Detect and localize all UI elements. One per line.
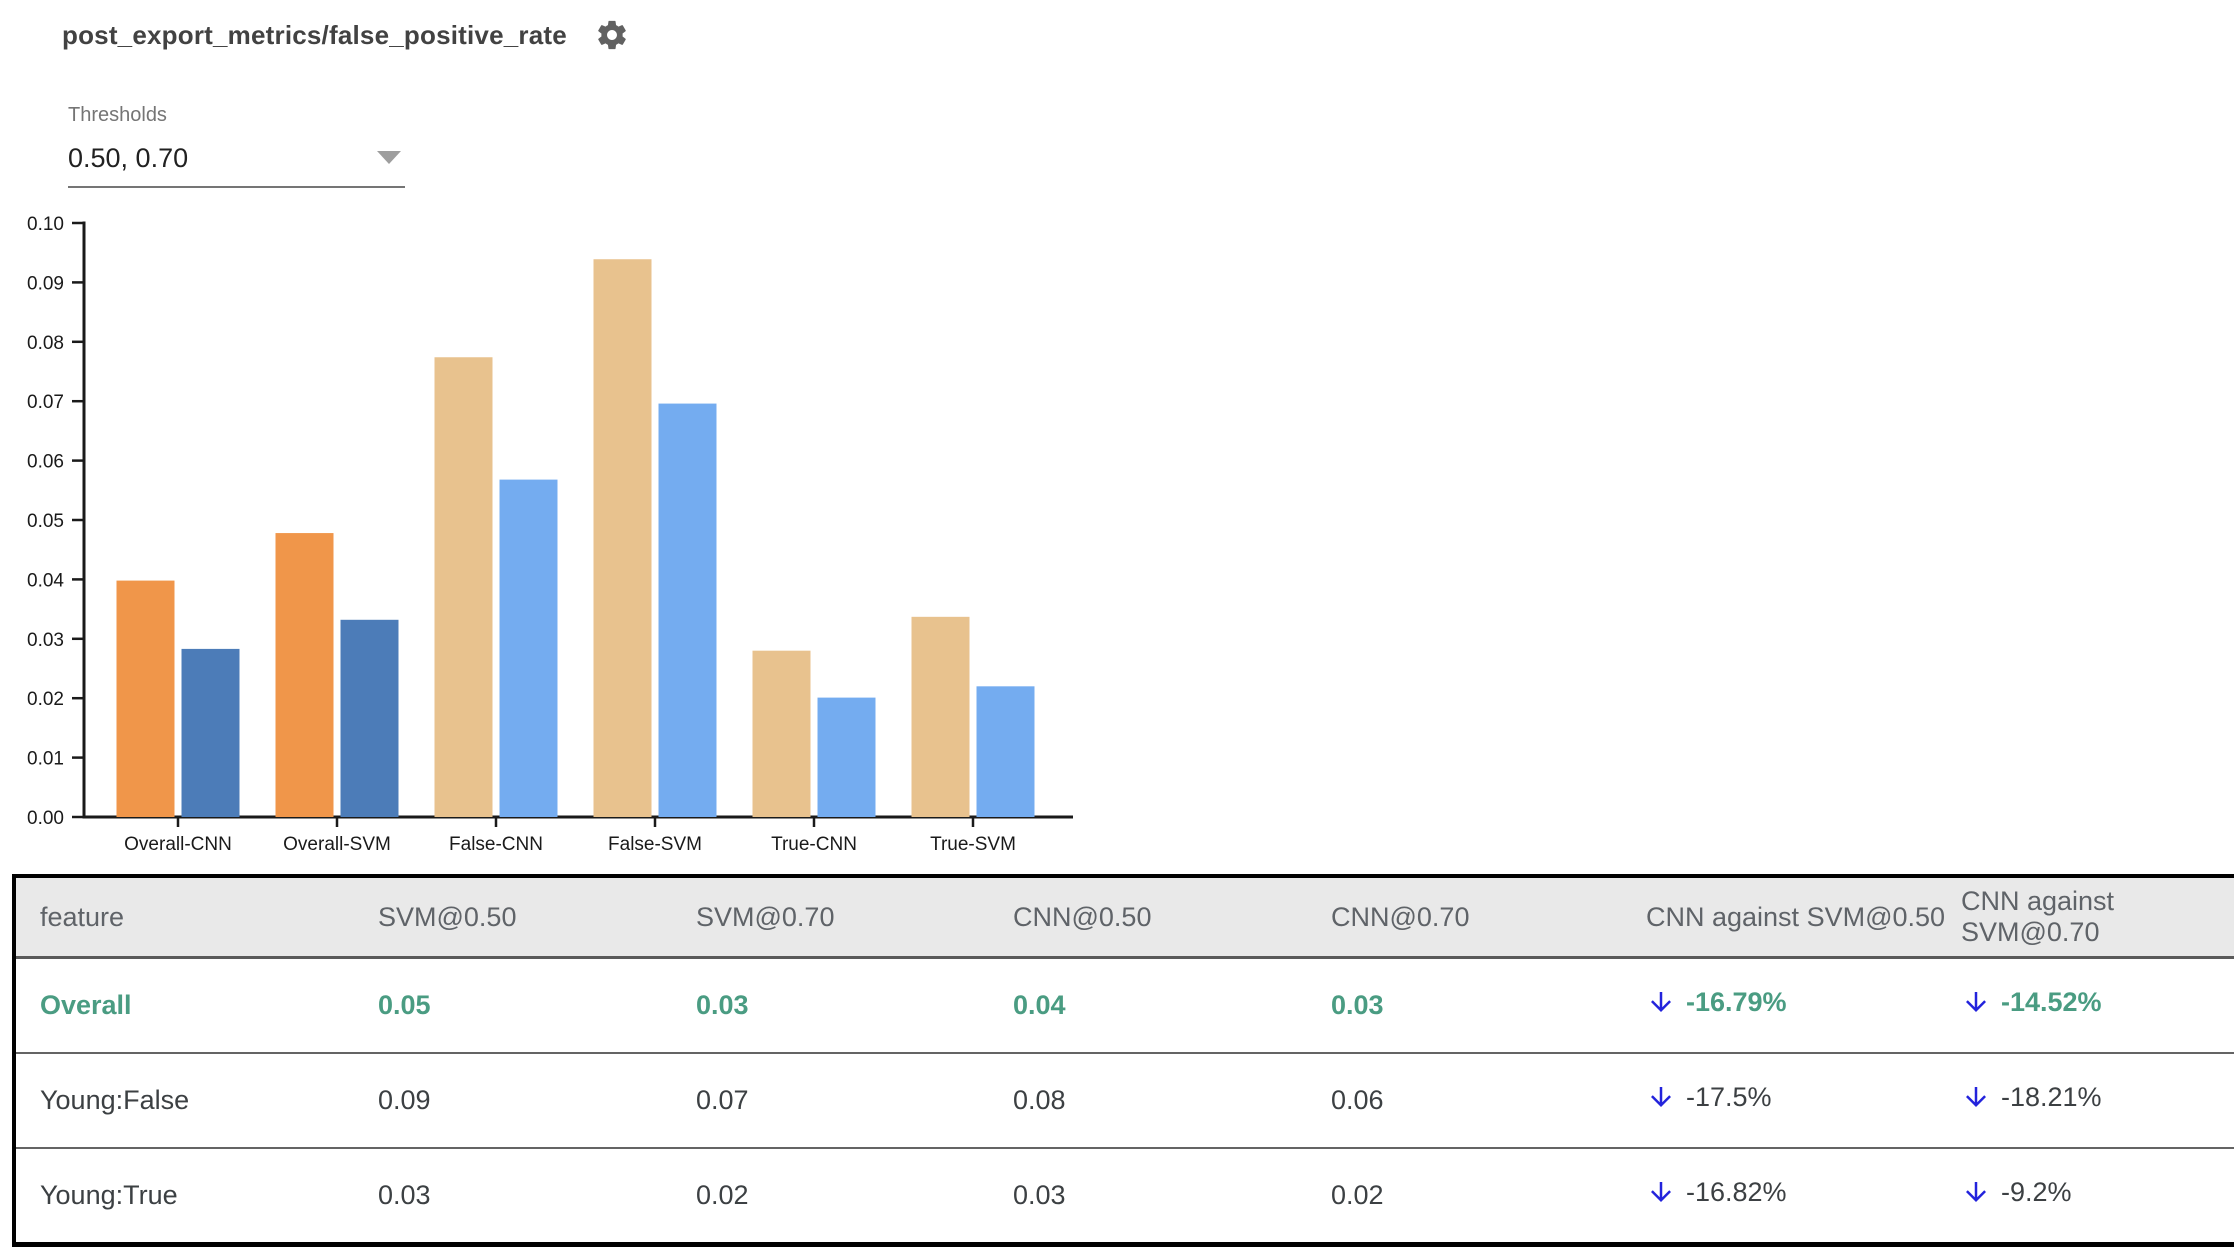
bar-True-SVM-threshold-0.70 [976,686,1035,817]
x-tick-label: True-CNN [771,834,857,855]
thresholds-value: 0.50, 0.70 [68,143,189,173]
delta-value: -16.82% [1686,1176,1787,1207]
table-body: Overall 0.05 0.03 0.04 0.03 -16.79% -14.52% You… [14,958,2234,1245]
column-header-0: feature [14,876,378,959]
table-row-young-true[interactable]: Young:True 0.03 0.02 0.03 0.02 -16.82% -9.2% [14,1147,2234,1245]
delta-cell: -9.2% [1961,1147,2234,1245]
delta-cell: -18.21% [1961,1052,2234,1148]
bar-Overall-SVM-threshold-0.70 [340,619,399,817]
metric-value-cell: 0.03 [1331,990,1384,1020]
metric-value-cell: 0.04 [1013,990,1066,1020]
delta-cell: -14.52% [1961,958,2234,1054]
x-tick-label: False-SVM [608,834,702,855]
y-tick-label: 0.01 [27,749,64,770]
thresholds-select[interactable]: Thresholds 0.50, 0.70 [68,104,405,188]
arrow-down-icon [1651,992,1671,1013]
y-tick-label: 0.09 [27,273,64,294]
table-row-overall[interactable]: Overall 0.05 0.03 0.04 0.03 -16.79% -14.52% [14,958,2234,1054]
thresholds-value-row: 0.50, 0.70 [68,141,405,177]
bar-True-CNN-threshold-0.70 [817,697,876,817]
arrow-down-icon [1966,992,1986,1013]
y-tick-label: 0.00 [27,808,64,829]
y-tick-label: 0.02 [27,689,64,710]
x-tick-label: Overall-SVM [283,834,391,855]
y-tick-label: 0.08 [27,333,64,354]
metric-value-cell: 0.03 [696,990,749,1020]
false-positive-rate-bar-chart: 0.00 0.01 0.02 0.03 0.04 0.05 0.06 0.07 0.08 0.09… [27,214,1073,855]
column-header-4: CNN@0.70 [1331,876,1646,959]
table-header-row: feature SVM@0.50 SVM@0.70 CNN@0.50 CNN@0.70 C… [14,876,2234,959]
bar-False-SVM-threshold-0.50 [593,259,652,817]
delta-value: -18.21% [2001,1081,2102,1112]
metric-value-cell: 0.08 [1013,1052,1331,1148]
x-tick-label: True-SVM [930,834,1016,855]
bar-True-SVM-threshold-0.50 [911,616,970,817]
bar-False-SVM-threshold-0.70 [658,403,717,817]
page-title: post_export_metrics/false_positive_rate [62,19,567,50]
metric-value-cell: 0.03 [1013,1147,1331,1245]
metric-value-cell: 0.05 [378,990,431,1020]
feature-cell: Young:True [14,1147,378,1245]
arrow-down-icon [1966,1087,1986,1108]
column-header-1: SVM@0.50 [378,876,696,959]
caret-down-icon [377,151,401,164]
delta-value: -9.2% [2001,1176,2072,1207]
bar-False-CNN-threshold-0.50 [434,357,493,817]
bar-Overall-CNN-threshold-0.50 [116,580,175,817]
arrow-down-icon [1651,1182,1671,1203]
settings-gear-icon[interactable] [595,18,629,52]
metrics-table: feature SVM@0.50 SVM@0.70 CNN@0.50 CNN@0.70 C… [12,874,2234,1247]
arrow-down-icon [1651,1087,1671,1108]
metric-value-cell: 0.03 [378,1147,696,1245]
feature-cell: Young:False [14,1052,378,1148]
bar-False-CNN-threshold-0.70 [499,479,558,817]
table-row-young-false[interactable]: Young:False 0.09 0.07 0.08 0.06 -17.5% -18.21% [14,1052,2234,1148]
column-header-5: CNN against SVM@0.50 [1646,876,1961,959]
column-header-3: CNN@0.50 [1013,876,1331,959]
arrow-down-icon [1966,1182,1986,1203]
x-tick-label: Overall-CNN [124,834,232,855]
bar-Overall-CNN-threshold-0.70 [181,648,240,817]
bar-Overall-SVM-threshold-0.50 [275,533,334,817]
column-header-2: SVM@0.70 [696,876,1013,959]
y-tick-label: 0.07 [27,392,64,413]
delta-value: -16.79% [1686,986,1787,1017]
metric-value-cell: 0.06 [1331,1052,1646,1148]
delta-cell: -16.79% [1646,958,1961,1054]
y-tick-label: 0.04 [27,570,64,591]
y-tick-label: 0.03 [27,630,64,651]
metric-value-cell: 0.07 [696,1052,1013,1148]
metric-value-cell: 0.02 [1331,1147,1646,1245]
x-tick-label: False-CNN [449,834,543,855]
delta-value: -17.5% [1686,1081,1772,1112]
column-header-6: CNN against SVM@0.70 [1961,876,2234,959]
bar-True-CNN-threshold-0.50 [752,650,811,817]
panel-header: post_export_metrics/false_positive_rate [62,18,629,52]
gear-icon [598,20,626,50]
metric-value-cell: 0.02 [696,1147,1013,1245]
feature-cell: Overall [40,990,132,1020]
select-underline [68,186,405,188]
thresholds-label: Thresholds [68,104,167,126]
y-tick-label: 0.05 [27,511,64,532]
y-tick-label: 0.10 [27,214,64,235]
delta-cell: -17.5% [1646,1052,1961,1148]
metric-value-cell: 0.09 [378,1052,696,1148]
delta-value: -14.52% [2001,986,2102,1017]
delta-cell: -16.82% [1646,1147,1961,1245]
y-tick-label: 0.06 [27,452,64,473]
